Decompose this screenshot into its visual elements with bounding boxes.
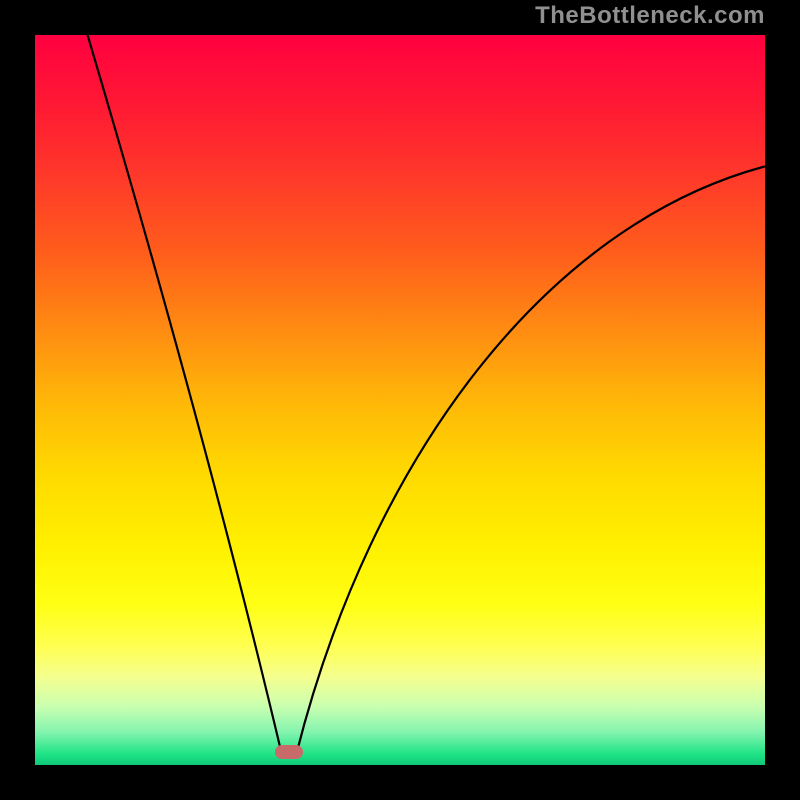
plot-area: [35, 35, 765, 765]
frame-bottom: [0, 765, 800, 800]
curve: [35, 35, 765, 765]
watermark-text: TheBottleneck.com: [535, 0, 765, 35]
frame-right: [765, 0, 800, 800]
frame-left: [0, 0, 35, 800]
optimum-marker: [275, 745, 303, 760]
chart-container: TheBottleneck.com: [0, 0, 800, 800]
